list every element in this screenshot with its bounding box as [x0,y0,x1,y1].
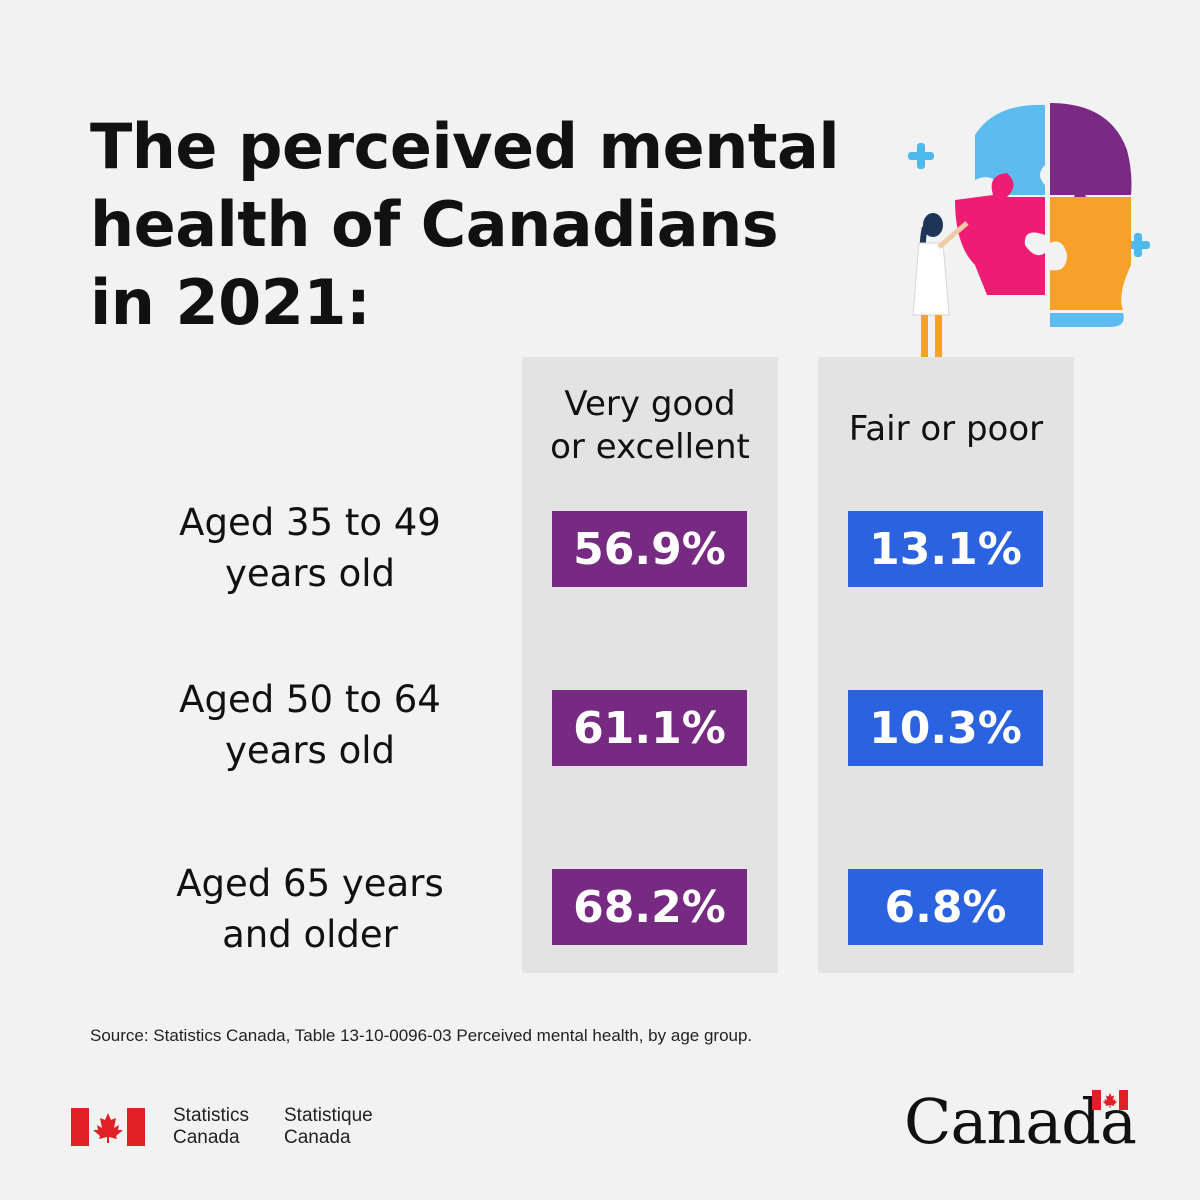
puzzle-head-illustration [908,103,1150,366]
column-header-good: Very good or excellent [522,383,778,469]
title-line: in 2021: [90,266,371,339]
row-label-line: years old [225,552,395,595]
value-box-poor: 10.3% [848,690,1043,766]
maple-leaf-flag-icon [71,1108,145,1146]
value-box-good: 61.1% [552,690,747,766]
title-line: The perceived mental [90,110,840,183]
source-note: Source: Statistics Canada, Table 13-10-0… [90,1026,753,1045]
column-header-poor: Fair or poor [848,409,1044,449]
row-label-line: Aged 35 to 49 [179,501,441,544]
agency-line: Canada [173,1127,240,1148]
row-label-line: Aged 50 to 64 [179,678,441,721]
agency-line: Canada [284,1127,351,1148]
agency-line: Statistics [173,1105,250,1126]
row-label-line: years old [225,729,395,772]
row-label-50-64: Aged 50 to 64 years old [140,674,480,776]
value-box-good: 56.9% [552,511,747,587]
row-label-line: and older [222,913,398,956]
row-label-65-plus: Aged 65 years and older [140,858,480,960]
row-label-35-49: Aged 35 to 49 years old [140,497,480,599]
agency-name-en: Statistics Canada [173,1105,249,1149]
row-label-line: Aged 65 years [176,862,444,905]
agency-name-fr: Statistique Canada [284,1105,373,1149]
value-box-poor: 6.8% [848,869,1043,945]
value-box-poor: 13.1% [848,511,1043,587]
wordmark-flag-icon [1092,1090,1128,1110]
column-header-line: Very good [564,384,736,424]
value-box-good: 68.2% [552,869,747,945]
title-line: health of Canadians [90,188,779,261]
page-title: The perceived mental health of Canadians… [90,108,850,342]
column-header-line: or excellent [550,427,750,467]
agency-line: Statistique [284,1105,373,1126]
